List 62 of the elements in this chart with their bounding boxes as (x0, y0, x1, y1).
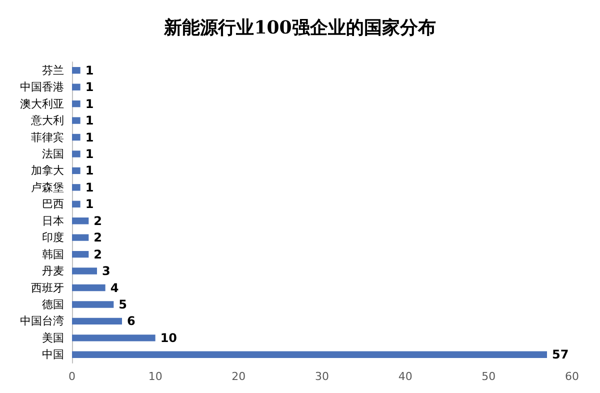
data-label: 1 (85, 180, 94, 194)
y-tick-label: 中国香港 (20, 80, 64, 94)
data-label: 1 (85, 80, 94, 94)
y-tick-label: 德国 (42, 298, 64, 311)
x-tick-label: 40 (398, 370, 412, 383)
bar (72, 351, 547, 358)
bar (72, 134, 80, 141)
y-tick-label: 菲律宾 (31, 130, 64, 144)
y-tick-label: 中国台湾 (20, 314, 64, 328)
bar (72, 218, 89, 224)
y-tick-label: 印度 (42, 231, 64, 244)
bar (72, 150, 80, 158)
data-label: 1 (85, 197, 94, 212)
bar (72, 184, 80, 191)
bar (72, 250, 89, 258)
chart-title: 新能源行业100强企业的国家分布 (163, 18, 436, 38)
data-label: 3 (102, 264, 110, 278)
data-label: 4 (110, 280, 119, 295)
bar (72, 67, 80, 74)
x-tick-label: 20 (232, 370, 246, 383)
x-tick-label: 50 (482, 370, 496, 383)
bar (72, 268, 97, 274)
x-tick-label: 10 (148, 370, 162, 383)
data-label: 1 (85, 164, 94, 178)
x-tick-label: 30 (315, 370, 329, 383)
bar (72, 318, 122, 325)
y-tick-label: 加拿大 (31, 164, 64, 178)
bar (72, 84, 80, 90)
data-label: 1 (85, 114, 94, 128)
y-tick-label: 日本 (42, 214, 64, 228)
y-tick-label: 芬兰 (42, 64, 64, 77)
data-label: 1 (85, 63, 94, 78)
data-label: 10 (160, 330, 178, 345)
data-label: 1 (85, 130, 94, 144)
bar (72, 100, 80, 108)
bar (72, 200, 80, 208)
data-label: 2 (94, 247, 102, 262)
y-tick-label: 韩国 (42, 248, 64, 261)
x-tick-label: 60 (565, 370, 579, 383)
bar (72, 234, 89, 241)
data-label: 1 (85, 146, 94, 161)
bar (72, 334, 156, 342)
y-tick-label: 西班牙 (31, 281, 64, 294)
y-tick-label: 丹麦 (42, 264, 64, 278)
data-label: 2 (94, 230, 102, 245)
bar (72, 301, 114, 308)
data-label: 5 (118, 297, 128, 312)
y-tick-label: 中国 (42, 348, 64, 362)
data-label: 57 (552, 348, 569, 362)
data-label: 1 (85, 96, 94, 111)
y-tick-label: 美国 (42, 331, 64, 344)
y-tick-label: 法国 (42, 147, 64, 160)
y-tick-label: 意大利 (30, 114, 64, 128)
y-tick-label: 澳大利亚 (20, 97, 64, 110)
x-tick-label: 0 (68, 370, 76, 383)
y-tick-label: 卢森堡 (31, 180, 64, 194)
bar (72, 167, 80, 174)
bar (72, 284, 106, 292)
y-tick-label: 巴西 (42, 198, 64, 211)
bar (72, 117, 80, 124)
data-label: 6 (127, 314, 136, 328)
data-label: 2 (94, 214, 102, 228)
